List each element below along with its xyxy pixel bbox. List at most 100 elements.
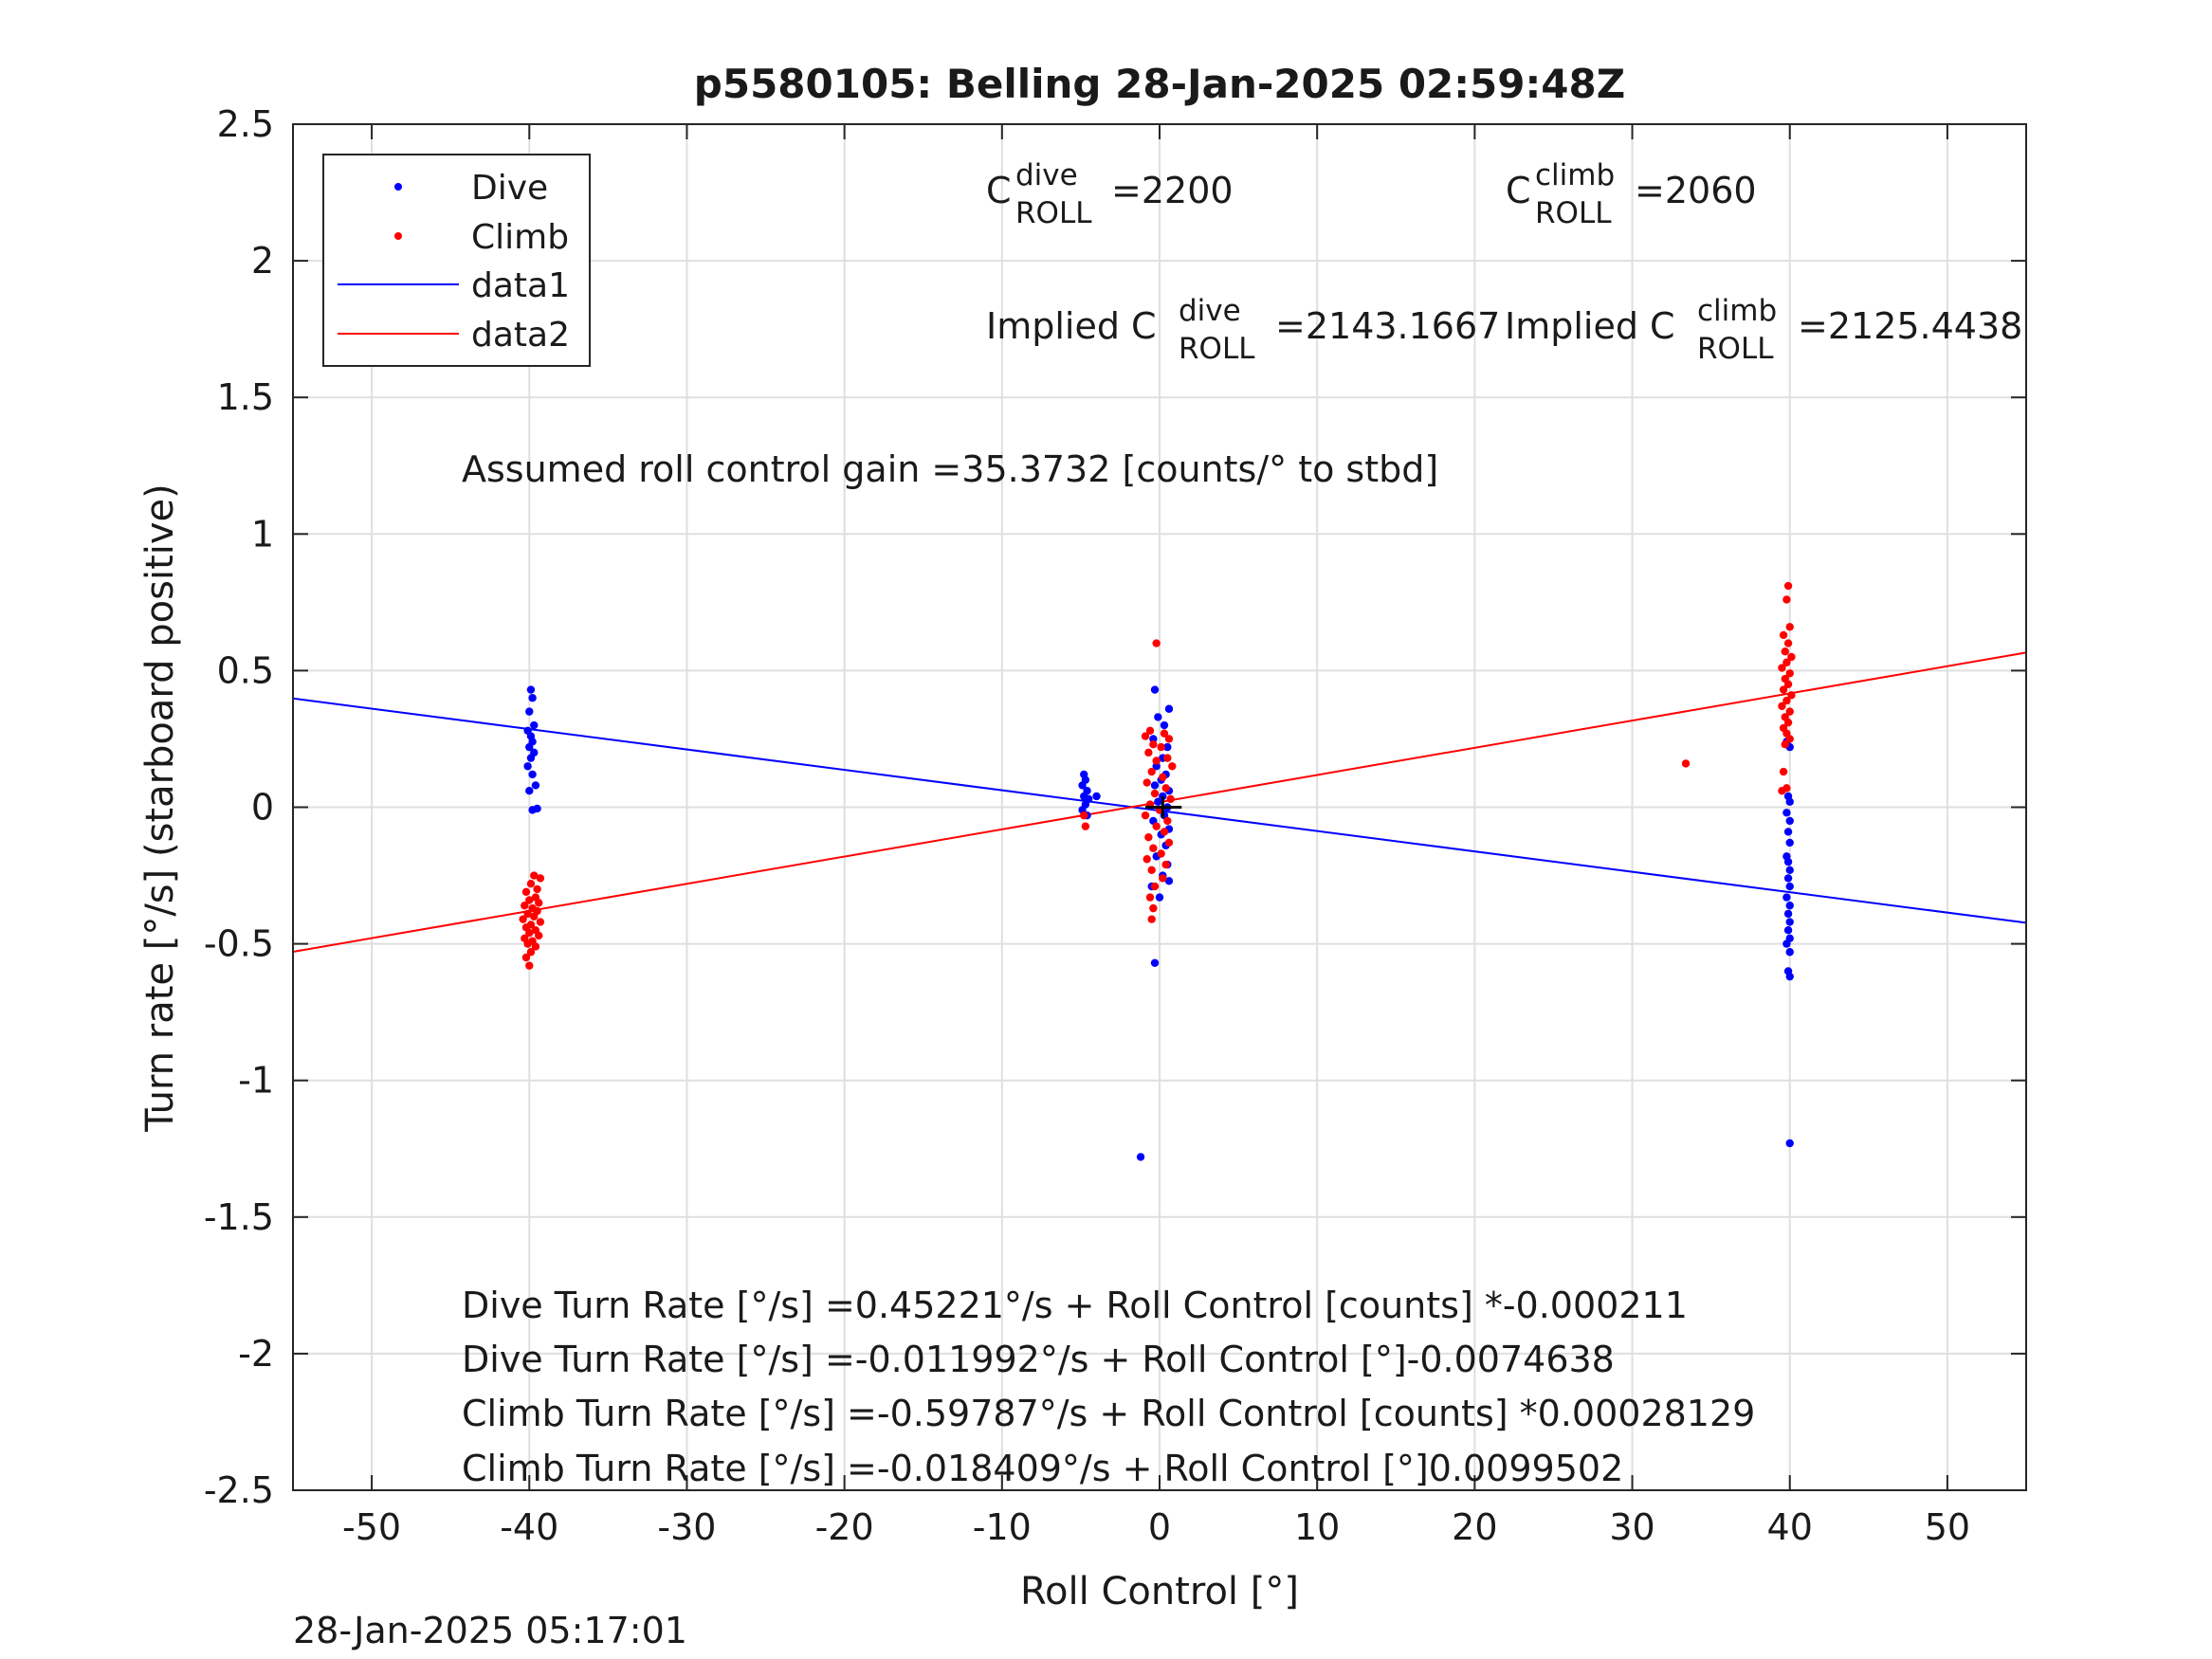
x-tick-label: 10 <box>1294 1506 1340 1548</box>
climb-point <box>521 902 529 910</box>
climb-point <box>531 942 540 951</box>
climb-point <box>1782 696 1791 705</box>
y-tick-label: 0 <box>251 787 274 829</box>
dive-point <box>523 762 532 771</box>
x-tick-label: -30 <box>657 1506 716 1548</box>
climb-point <box>1141 732 1150 740</box>
climb-point <box>1149 903 1158 913</box>
climb-point <box>519 915 527 923</box>
c-climb-sup: climb <box>1535 158 1615 192</box>
implied-dive-sub: ROLL <box>1179 332 1255 366</box>
dive-point <box>1785 816 1794 826</box>
climb-point <box>1783 639 1793 647</box>
climb-point <box>1150 789 1160 798</box>
axes: -50 -40 -30 -20 -10 0 10 20 30 40 50 2.5 2 1.5 1 0.5 0 -0… <box>204 103 2026 1548</box>
climb-point <box>526 948 536 957</box>
dive-point <box>1783 874 1793 883</box>
x-tick-label: -40 <box>500 1506 558 1548</box>
climb-point <box>1157 742 1165 752</box>
dive-point <box>1785 1139 1794 1148</box>
axes-box <box>292 123 2027 1491</box>
dive-point <box>1785 918 1794 926</box>
x-tick-label: 20 <box>1452 1506 1497 1548</box>
legend-climb-label: Climb <box>471 218 569 257</box>
climb-point <box>535 899 543 907</box>
y-tick-label: 2.5 <box>217 103 274 145</box>
climb-point <box>1161 860 1170 869</box>
climb-point <box>533 884 541 894</box>
legend-dive-marker <box>394 183 402 191</box>
climb-point <box>525 896 534 904</box>
y-tick-label: -1 <box>238 1060 274 1102</box>
climb-point <box>1147 767 1156 776</box>
legend: Dive Climb data1 data2 <box>322 154 591 367</box>
y-tick-label: 1.5 <box>217 376 274 418</box>
footer-timestamp: 28-Jan-2025 05:17:01 <box>293 1610 687 1651</box>
dive-point <box>1785 902 1794 910</box>
climb-degrees-equation: Climb Turn Rate [°/s] =-0.018409°/s + Ro… <box>462 1448 1623 1489</box>
c-climb-sub: ROLL <box>1535 196 1612 230</box>
y-tick-label: -2.5 <box>204 1469 274 1511</box>
x-tick-label: -10 <box>973 1506 1032 1548</box>
dive-point <box>1092 792 1101 801</box>
climb-point <box>1160 729 1169 738</box>
climb-point <box>523 909 532 919</box>
climb-point <box>1149 740 1158 749</box>
climb-point <box>1164 735 1174 743</box>
climb-point <box>1161 784 1170 793</box>
y-tick-label: -0.5 <box>204 923 274 965</box>
dive-point <box>1785 972 1794 981</box>
climb-point <box>1147 866 1156 874</box>
implied-climb-value: =2125.4438 <box>1798 305 2022 347</box>
gain-annotation: Assumed roll control gain =35.3732 [coun… <box>462 448 1438 490</box>
climb-point <box>1160 828 1169 836</box>
implied-climb-sub: ROLL <box>1697 332 1774 366</box>
climb-point <box>1778 664 1786 672</box>
climb-point <box>1081 822 1090 830</box>
implied-dive-sup: dive <box>1179 294 1241 328</box>
x-tick-label: -50 <box>342 1506 401 1548</box>
dive-point <box>1078 781 1087 790</box>
c-climb-annotation: C climb ROLL =2060 <box>1506 158 1757 230</box>
y-tick-label: 2 <box>251 240 274 282</box>
dive-point <box>1785 797 1794 806</box>
climb-point <box>1783 718 1793 727</box>
dive-point <box>1783 925 1793 935</box>
dive-point <box>526 754 536 762</box>
dive-point <box>1164 704 1174 713</box>
climb-point <box>1779 685 1788 694</box>
dive-point <box>1782 809 1791 817</box>
dive-point <box>1783 828 1793 836</box>
climb-point <box>1143 855 1151 864</box>
dive-point <box>1154 797 1162 806</box>
dive-counts-equation: Dive Turn Rate [°/s] =0.45221°/s + Roll … <box>462 1285 1688 1326</box>
climb-point <box>1143 778 1151 787</box>
climb-point <box>1779 630 1788 640</box>
climb-point <box>1164 838 1174 848</box>
dive-point <box>1149 735 1158 743</box>
climb-point <box>1681 759 1691 768</box>
chart-title: p5580105: Belling 28-Jan-2025 02:59:48Z <box>694 61 1625 107</box>
dive-point <box>1782 893 1791 902</box>
climb-point <box>1168 762 1177 771</box>
dive-point <box>525 707 534 716</box>
x-tick-label: -20 <box>815 1506 874 1548</box>
climb-point <box>1783 581 1793 591</box>
legend-climb-marker <box>394 232 402 240</box>
climb-point <box>1152 757 1161 765</box>
climb-counts-equation: Climb Turn Rate [°/s] =-0.59787°/s + Rol… <box>462 1393 1755 1434</box>
implied-dive-value: =2143.1667 <box>1275 305 1500 347</box>
climb-point <box>525 961 534 970</box>
climb-point <box>1147 915 1156 923</box>
climb-point <box>1782 595 1791 604</box>
climb-point <box>1145 893 1155 902</box>
climb-point <box>525 928 534 938</box>
legend-data1-label: data1 <box>471 266 570 305</box>
climb-point <box>523 939 532 948</box>
dive-point <box>528 694 537 702</box>
implied-climb-sup: climb <box>1697 294 1777 328</box>
dive-point <box>533 804 541 813</box>
climb-point <box>1781 740 1789 749</box>
y-axis-label: Turn rate [°/s] (starboard positive) <box>138 483 182 1133</box>
